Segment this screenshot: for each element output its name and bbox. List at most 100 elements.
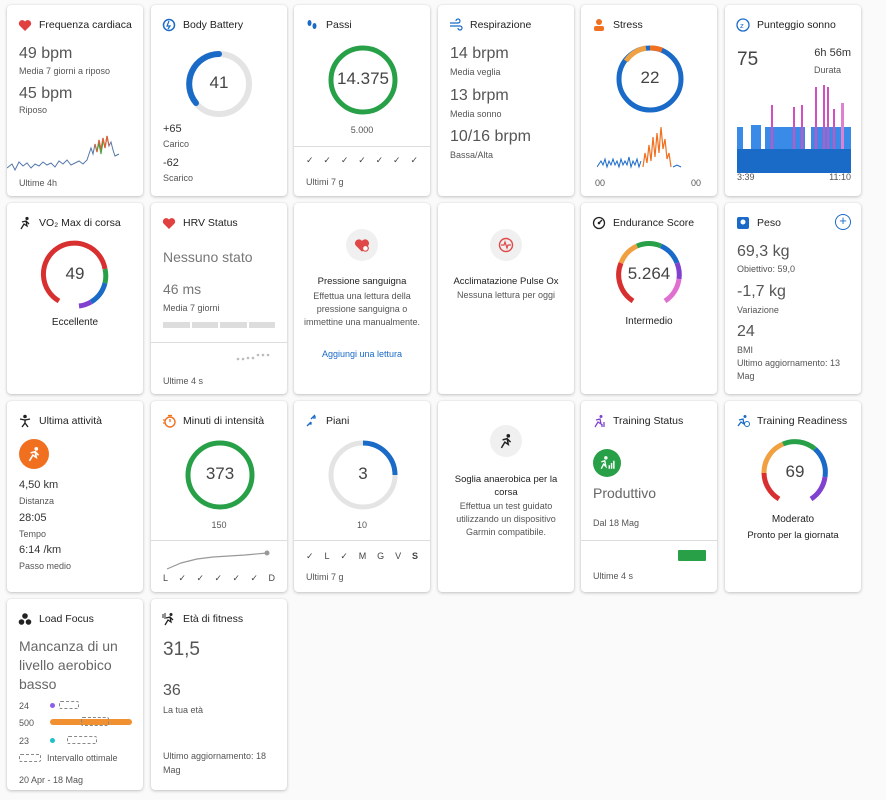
- card-title: Stress: [613, 19, 643, 31]
- time-end: 00: [691, 178, 702, 188]
- stress-icon: [591, 17, 607, 33]
- card-title: Pressione sanguigna: [317, 276, 407, 287]
- card-title: Peso: [757, 217, 781, 229]
- card-title: Acclimatazione Pulse Ox: [453, 276, 559, 287]
- card-load-focus[interactable]: Load Focus Mancanza di un livello aerobi…: [7, 599, 143, 790]
- card-title: Età di fitness: [183, 613, 244, 625]
- day-label: S: [411, 551, 418, 561]
- pace-label: Passo medio: [19, 561, 72, 571]
- stopwatch-icon: [161, 413, 177, 429]
- day-label: V: [395, 551, 402, 561]
- stairs-icon: [304, 413, 320, 429]
- card-respiration[interactable]: Respirazione 14 brpm Media veglia 13 brp…: [438, 5, 574, 196]
- distance-label: Distanza: [19, 496, 55, 506]
- card-floors[interactable]: Piani 3 10 ✓ L ✓ M G V S Ultimi 7 g: [294, 401, 430, 592]
- runner-icon: [490, 425, 522, 457]
- card-footer: Ultimi 7 g: [306, 177, 344, 187]
- day-check: ✓: [340, 551, 348, 561]
- pulse-ox-description: Nessuna lettura per oggi: [456, 290, 556, 300]
- endurance-icon: [591, 215, 607, 231]
- card-fitness-age[interactable]: Età di fitness 31,5 36 La tua età Ultimo…: [151, 599, 287, 790]
- anaerobic-load-value: 24: [19, 701, 30, 711]
- hrv-ms-label: Media 7 giorni: [163, 303, 220, 313]
- day-check: ✓: [250, 573, 259, 583]
- card-title: Piani: [326, 415, 350, 427]
- card-title: Body Battery: [183, 19, 244, 31]
- actual-age-label: La tua età: [163, 705, 204, 715]
- person-icon: [17, 413, 33, 429]
- day-check: ✓: [340, 155, 349, 165]
- day-label: G: [377, 551, 385, 561]
- card-training-status[interactable]: Training Status Produttivo Dal 18 Mag Ul…: [581, 401, 717, 592]
- card-training-readiness[interactable]: Training Readiness 69 Moderato Pronto pe…: [725, 401, 861, 592]
- distance-value: 4,50 km: [19, 479, 59, 491]
- intensity-trend-line: [166, 550, 270, 570]
- training-status-value: Produttivo: [593, 485, 657, 501]
- time-end: 11:10: [829, 172, 851, 182]
- weight-change-label: Variazione: [737, 305, 779, 315]
- resting-value: 45 bpm: [19, 85, 73, 102]
- awake-value: 14 brpm: [450, 45, 509, 62]
- weight-goal: Obiettivo: 59,0: [737, 264, 796, 274]
- card-endurance-score[interactable]: Endurance Score 5.264 Intermedio: [581, 203, 717, 394]
- bmi-value: 24: [737, 323, 755, 340]
- card-title: Training Readiness: [757, 415, 848, 427]
- card-steps[interactable]: Passi 14.375 5.000 ✓ ✓ ✓ ✓ ✓ ✓ ✓ Ultimi 7 g: [294, 5, 430, 196]
- productive-icon: [593, 449, 621, 477]
- card-sleep-score[interactable]: z Punteggio sonno 75 6h 56m Durata 3:39 1…: [725, 5, 861, 196]
- card-weight[interactable]: Peso + 69,3 kg Obiettivo: 59,0 -1,7 kg V…: [725, 203, 861, 394]
- card-footer: Ultimi 7 g: [306, 572, 344, 582]
- low-aerobic-dot: [50, 738, 55, 743]
- day-check: ✓: [178, 573, 187, 583]
- readiness-label: Moderato: [771, 514, 815, 525]
- card-hrv-status[interactable]: HRV Status Nessuno stato 46 ms Media 7 g…: [151, 203, 287, 394]
- sleep-stages-graph: [737, 85, 851, 173]
- steps-goal: 5.000: [350, 125, 374, 135]
- time-value: 28:05: [19, 512, 47, 524]
- training-status-icon: [591, 413, 607, 429]
- load-focus-status: Mancanza di un livello aerobico basso: [19, 638, 118, 692]
- week-checks: L ✓ ✓ ✓ ✓ ✓ D: [163, 573, 275, 584]
- card-intensity-minutes[interactable]: Minuti di intensità 373 150 L ✓ ✓ ✓ ✓ ✓ D: [151, 401, 287, 592]
- body-battery-icon: [161, 17, 177, 33]
- card-blood-pressure[interactable]: Pressione sanguigna Effettua una lettura…: [294, 203, 430, 394]
- day-label: L: [324, 551, 330, 561]
- footprints-icon: [304, 17, 320, 33]
- card-footer: 20 Apr - 18 Mag: [19, 775, 84, 785]
- card-title: Endurance Score: [613, 217, 695, 229]
- divider: [151, 342, 287, 343]
- hrv-trend-dots: [236, 353, 270, 361]
- card-body-battery[interactable]: Body Battery 41 +65 Carico -62 Scarico: [151, 5, 287, 196]
- hrv-ms-value: 46 ms: [163, 281, 202, 297]
- hrv-status-value: Nessuno stato: [163, 249, 253, 265]
- day-check: ✓: [306, 551, 314, 561]
- readiness-gauge: [761, 439, 828, 502]
- optimal-range-legend-box: [19, 754, 41, 762]
- resting-avg-label: Media 7 giorni a riposo: [19, 66, 111, 76]
- add-reading-link[interactable]: Aggiungi una lettura: [321, 349, 403, 359]
- endurance-value: 5.264: [627, 264, 671, 283]
- card-stress[interactable]: Stress 22 00 00: [581, 5, 717, 196]
- steps-gauge: [328, 45, 398, 115]
- anaerobic-dot: [50, 703, 55, 708]
- running-activity-icon: [19, 439, 49, 469]
- drain-label: Scarico: [163, 173, 194, 183]
- card-last-activity[interactable]: Ultima attività 4,50 km Distanza 28:05 T…: [7, 401, 143, 592]
- day-check: ✓: [323, 155, 331, 165]
- card-vo2max[interactable]: VO₂ Max di corsa 49 Eccellente: [7, 203, 143, 394]
- card-title: Respirazione: [470, 19, 532, 31]
- low-aerobic-optimal-range: [67, 736, 97, 744]
- high-aerobic-load-value: 500: [19, 718, 35, 728]
- card-anaerobic-threshold[interactable]: Soglia anaerobica per la corsa Effettua …: [438, 401, 574, 592]
- weight-value: 69,3 kg: [737, 243, 790, 260]
- card-pulse-ox[interactable]: Acclimatazione Pulse Ox Nessuna lettura …: [438, 203, 574, 394]
- status-history-bar: [678, 550, 706, 561]
- card-heart-rate[interactable]: Frequenza cardiaca 49 bpm Media 7 giorni…: [7, 5, 143, 196]
- card-title: Passi: [326, 19, 352, 31]
- add-weight-button[interactable]: +: [835, 214, 851, 230]
- heart-rate-graph: [7, 135, 120, 172]
- day-check: ✓: [306, 155, 314, 165]
- floors-gauge: [328, 440, 398, 510]
- card-title: Training Status: [613, 415, 684, 427]
- readiness-icon: [735, 413, 751, 429]
